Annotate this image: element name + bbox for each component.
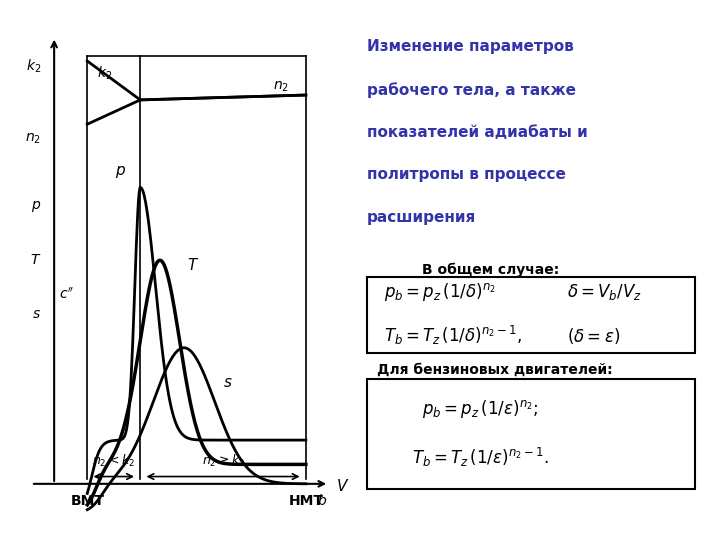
Text: $T$: $T$ bbox=[30, 253, 41, 267]
Text: $p_b = p_z\,(1/\delta)^{n_2}$: $p_b = p_z\,(1/\delta)^{n_2}$ bbox=[384, 281, 496, 303]
Text: $b$: $b$ bbox=[318, 493, 328, 508]
Text: НМТ: НМТ bbox=[288, 494, 323, 508]
Text: В общем случае:: В общем случае: bbox=[422, 263, 559, 277]
Text: $T_b = T_z\,(1/\delta)^{n_2-1},$: $T_b = T_z\,(1/\delta)^{n_2-1},$ bbox=[384, 324, 523, 347]
Text: $s$: $s$ bbox=[32, 307, 41, 321]
Text: $n_2 \geq k_2$: $n_2 \geq k_2$ bbox=[202, 453, 245, 469]
Bar bbox=[367, 278, 696, 353]
Text: $k_2$: $k_2$ bbox=[26, 57, 41, 75]
Text: рабочего тела, а также: рабочего тела, а также bbox=[367, 82, 576, 98]
Text: $p_b = p_z\,(1/\varepsilon)^{n_2};$: $p_b = p_z\,(1/\varepsilon)^{n_2};$ bbox=[422, 397, 539, 420]
Text: Изменение параметров: Изменение параметров bbox=[367, 39, 574, 54]
Text: показателей адиабаты и: показателей адиабаты и bbox=[367, 125, 588, 140]
Text: расширения: расширения bbox=[367, 210, 476, 225]
Text: $k_2$: $k_2$ bbox=[97, 65, 112, 83]
Text: $c''$: $c''$ bbox=[59, 287, 75, 302]
Text: Для бензиновых двигателей:: Для бензиновых двигателей: bbox=[377, 363, 613, 376]
Text: $p$: $p$ bbox=[31, 199, 41, 214]
Text: $(\delta = \varepsilon)$: $(\delta = \varepsilon)$ bbox=[567, 326, 621, 346]
Text: $n_2 < k_2$: $n_2 < k_2$ bbox=[92, 453, 135, 469]
Text: $T$: $T$ bbox=[186, 257, 199, 273]
Text: $s$: $s$ bbox=[223, 375, 233, 390]
Text: $n_2$: $n_2$ bbox=[273, 79, 289, 93]
Text: $\delta = V_b/V_z$: $\delta = V_b/V_z$ bbox=[567, 282, 642, 302]
Bar bbox=[367, 379, 696, 489]
Text: $V$: $V$ bbox=[336, 478, 349, 494]
Text: $p$: $p$ bbox=[115, 164, 127, 180]
Text: ВМТ: ВМТ bbox=[71, 494, 104, 508]
Text: политропы в процессе: политропы в процессе bbox=[367, 167, 566, 183]
Text: $T_b = T_z\,(1/\varepsilon)^{n_2-1}.$: $T_b = T_z\,(1/\varepsilon)^{n_2-1}.$ bbox=[412, 446, 549, 469]
Text: $n_2$: $n_2$ bbox=[25, 132, 41, 146]
